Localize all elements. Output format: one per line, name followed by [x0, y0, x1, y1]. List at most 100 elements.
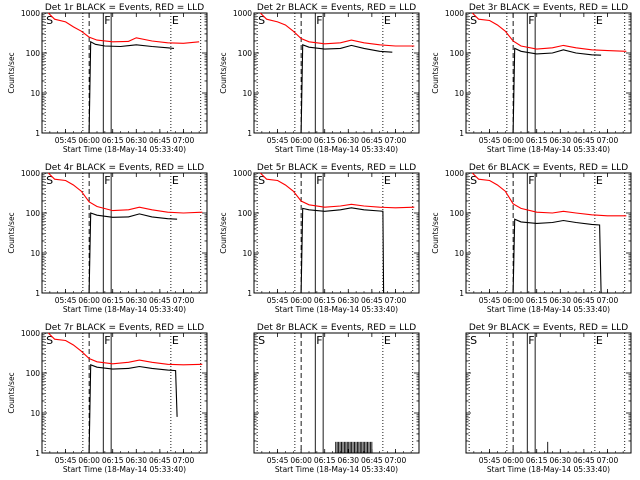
y-axis-label: Counts/sec — [7, 372, 16, 413]
plot-frame — [465, 12, 632, 134]
events-series-line — [88, 364, 178, 454]
lld-series-line — [47, 12, 200, 44]
x-tick-label: 06:45 — [573, 296, 595, 305]
x-tick-label: 05:45 — [479, 456, 501, 465]
time-marker-label: E — [172, 174, 179, 187]
x-tick-label: 06:00 — [78, 456, 100, 465]
x-tick-label: 07:00 — [173, 456, 195, 465]
y-tick-label: 1 — [35, 129, 40, 138]
y-tick-label: 1000 — [21, 169, 40, 178]
y-axis-label: Counts/sec — [7, 212, 16, 253]
y-tick-label: 10 — [454, 249, 464, 258]
x-tick-label: 06:30 — [337, 456, 359, 465]
x-tick-label: 06:15 — [102, 296, 124, 305]
y-tick-label: 1000 — [233, 9, 252, 18]
y-tick-label: 1 — [35, 289, 40, 298]
x-axis-label: Start Time (18-May-14 05:33:40) — [275, 305, 398, 314]
x-tick-label: 06:00 — [290, 136, 312, 145]
lld-series-line — [471, 12, 627, 52]
time-marker-label: E — [384, 174, 391, 187]
detector-panel-9: Det 9r BLACK = Events, RED = LLD 05:45 06:… — [465, 323, 632, 474]
y-tick-label: 1000 — [445, 9, 464, 18]
time-marker-label: F — [316, 174, 322, 187]
x-tick-label: 06:00 — [290, 456, 312, 465]
time-marker-label: S — [258, 334, 265, 347]
detector-panel-6: Det 6r BLACK = Events, RED = LLD 1 10 100 10… — [431, 163, 632, 314]
lld-series-line — [259, 172, 415, 209]
events-series-line — [512, 218, 602, 294]
y-axis-label: Counts/sec — [431, 52, 440, 93]
x-tick-label: 06:30 — [549, 296, 571, 305]
x-tick-label: 06:45 — [149, 456, 171, 465]
x-tick-label: 07:00 — [173, 136, 195, 145]
x-tick-label: 07:00 — [385, 296, 407, 305]
y-tick-label: 1 — [459, 129, 464, 138]
x-tick-label: 06:45 — [361, 136, 383, 145]
x-tick-label: 06:45 — [573, 136, 595, 145]
detector-panel-1: Det 1r BLACK = Events, RED = LLD 1 10 100 10… — [7, 3, 208, 154]
time-marker-label: S — [258, 174, 265, 187]
detector-panel-2: Det 2r BLACK = Events, RED = LLD 1 10 100 10… — [219, 3, 420, 154]
x-axis-label: Start Time (18-May-14 05:33:40) — [63, 145, 186, 154]
x-tick-label: 07:00 — [385, 456, 407, 465]
x-tick-label: 06:45 — [149, 296, 171, 305]
y-tick-label: 1 — [35, 449, 40, 458]
panel-title: Det 6r BLACK = Events, RED = LLD — [469, 163, 628, 173]
y-tick-label: 100 — [238, 209, 253, 218]
x-tick-label: 06:00 — [502, 296, 524, 305]
y-tick-label: 1000 — [21, 9, 40, 18]
x-tick-label: 06:30 — [337, 296, 359, 305]
panel-title: Det 3r BLACK = Events, RED = LLD — [469, 3, 628, 13]
x-tick-label: 05:45 — [267, 296, 289, 305]
x-tick-label: 06:30 — [125, 296, 147, 305]
x-tick-label: 06:30 — [549, 456, 571, 465]
time-marker-label: E — [596, 174, 603, 187]
detector-panel-5: Det 5r BLACK = Events, RED = LLD 1 10 100 10… — [219, 163, 420, 314]
y-tick-label: 1000 — [21, 329, 40, 338]
x-tick-label: 05:45 — [55, 456, 77, 465]
y-tick-label: 1 — [247, 289, 252, 298]
time-marker-label: F — [316, 334, 322, 347]
x-tick-label: 06:45 — [361, 456, 383, 465]
y-axis-label: Counts/sec — [7, 52, 16, 93]
plot-frame — [253, 172, 420, 294]
y-tick-label: 100 — [26, 49, 41, 58]
x-tick-label: 06:00 — [78, 136, 100, 145]
y-tick-label: 10 — [242, 89, 252, 98]
y-axis-label: Counts/sec — [219, 52, 228, 93]
y-tick-label: 10 — [30, 249, 40, 258]
x-tick-label: 05:45 — [267, 136, 289, 145]
y-tick-label: 10 — [30, 409, 40, 418]
time-marker-label: E — [596, 14, 603, 27]
x-tick-label: 06:30 — [125, 456, 147, 465]
panel-title: Det 7r BLACK = Events, RED = LLD — [45, 323, 204, 333]
events-series-line — [88, 40, 175, 134]
x-axis-label: Start Time (18-May-14 05:33:40) — [487, 465, 610, 474]
x-tick-label: 06:30 — [337, 136, 359, 145]
time-marker-label: S — [470, 14, 477, 27]
time-marker-label: S — [258, 14, 265, 27]
plot-frame — [41, 12, 208, 134]
x-axis-label: Start Time (18-May-14 05:33:40) — [275, 145, 398, 154]
x-tick-label: 06:15 — [314, 296, 336, 305]
x-tick-label: 05:45 — [479, 136, 501, 145]
y-tick-label: 100 — [26, 369, 41, 378]
x-tick-label: 06:15 — [314, 136, 336, 145]
x-tick-label: 06:00 — [290, 296, 312, 305]
x-tick-label: 06:15 — [102, 456, 124, 465]
panel-title: Det 9r BLACK = Events, RED = LLD — [469, 323, 628, 333]
detector-panel-4: Det 4r BLACK = Events, RED = LLD 1 10 100 10… — [7, 163, 208, 314]
x-tick-label: 07:00 — [597, 296, 619, 305]
x-tick-label: 06:30 — [125, 136, 147, 145]
panel-title: Det 4r BLACK = Events, RED = LLD — [45, 163, 204, 173]
plot-frame — [465, 172, 632, 294]
y-tick-label: 100 — [238, 49, 253, 58]
y-tick-label: 100 — [26, 209, 41, 218]
time-marker-label: F — [104, 334, 110, 347]
panel-title: Det 1r BLACK = Events, RED = LLD — [45, 3, 204, 13]
time-marker-label: S — [470, 174, 477, 187]
y-tick-label: 1 — [247, 129, 252, 138]
x-tick-label: 06:15 — [526, 456, 548, 465]
lld-series-line — [471, 172, 627, 217]
